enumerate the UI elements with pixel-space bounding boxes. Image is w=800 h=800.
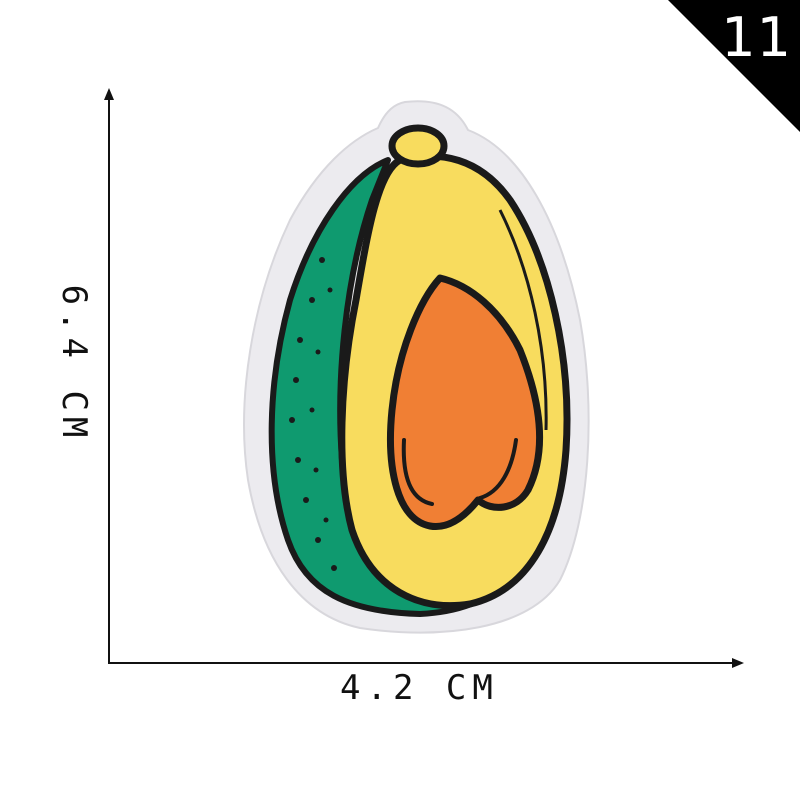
right-arrow-icon xyxy=(732,658,744,668)
width-dimension-label: 4.2 CM xyxy=(340,668,499,708)
avocado-pit xyxy=(387,274,544,530)
height-dimension-label: 6.4 CM xyxy=(54,284,94,444)
up-arrow-icon xyxy=(104,88,114,100)
flesh-edge-line xyxy=(498,209,548,431)
badge-number: 11 xyxy=(721,6,792,69)
pit-inner-line xyxy=(401,438,518,506)
stem-knob xyxy=(388,124,448,168)
skin-texture xyxy=(289,257,337,571)
corner-triangle xyxy=(668,0,800,132)
